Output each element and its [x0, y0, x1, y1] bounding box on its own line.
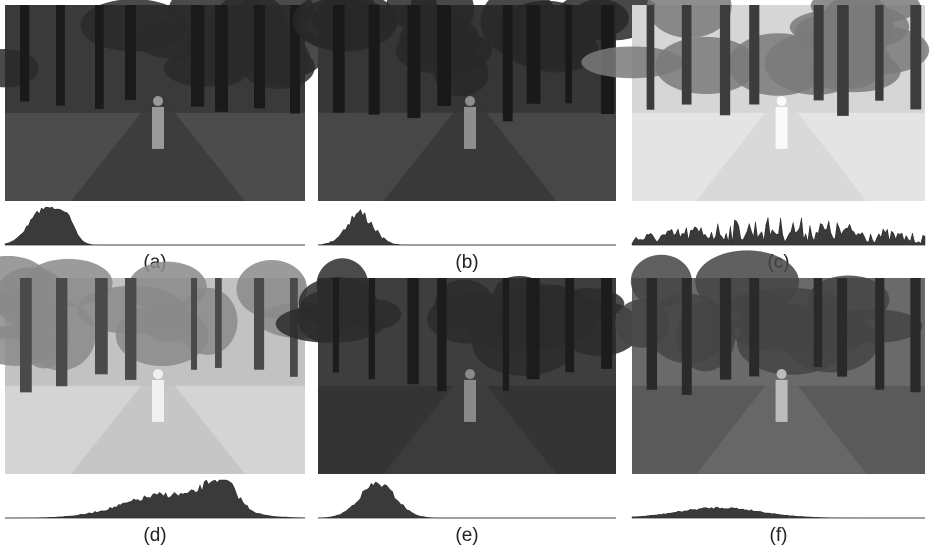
panel-label: (d)	[143, 525, 166, 546]
photo-person	[152, 380, 164, 422]
photo-tree	[503, 278, 509, 391]
photo-tree	[910, 278, 920, 392]
photo-tree	[95, 278, 108, 374]
photo-person	[464, 107, 476, 149]
histogram	[632, 507, 925, 518]
photo-canopy	[276, 305, 385, 343]
photo-tree	[875, 278, 884, 390]
histogram	[318, 210, 616, 245]
photo-tree	[56, 5, 65, 106]
photo-tree	[191, 5, 204, 107]
photo-tree	[720, 278, 731, 380]
photo-tree	[215, 5, 228, 112]
photo-tree	[647, 278, 657, 390]
photo-tree	[875, 5, 883, 101]
photo-tree	[527, 278, 540, 379]
photo-tree	[503, 5, 513, 121]
photo-tree	[565, 5, 572, 103]
photo-person-head	[777, 96, 787, 106]
panel-label: (f)	[770, 525, 788, 546]
photo-tree	[682, 278, 692, 395]
panel: (d)	[0, 256, 351, 546]
photo-person	[776, 107, 788, 149]
photo-person-head	[777, 369, 787, 379]
photo-tree	[437, 5, 451, 106]
panel: (a)	[0, 0, 326, 273]
figure: (a) (b) (c) (d) (e) (f)	[0, 0, 930, 552]
photo-tree	[215, 278, 222, 368]
panel-label: (e)	[455, 525, 478, 546]
photo-tree	[837, 5, 849, 116]
photo-tree	[837, 278, 847, 377]
photo-tree	[407, 278, 418, 384]
photo-tree	[20, 278, 32, 392]
photo-tree	[407, 5, 420, 118]
photo-tree	[333, 278, 339, 373]
photo-tree	[814, 278, 823, 367]
photo-tree	[720, 5, 730, 115]
panel: (c)	[581, 0, 929, 273]
photo-tree	[682, 5, 692, 105]
photo-tree	[749, 5, 759, 104]
photo-tree	[814, 5, 824, 100]
histogram	[5, 207, 305, 245]
photo-person-head	[153, 369, 163, 379]
photo-tree	[437, 278, 446, 391]
photo-tree	[369, 278, 375, 379]
photo-tree	[647, 5, 655, 110]
histogram	[5, 480, 305, 518]
photo-tree	[254, 278, 264, 370]
photo-person	[776, 380, 788, 422]
panel: (b)	[292, 0, 661, 273]
photo-person-head	[465, 96, 475, 106]
photo-person-head	[465, 369, 475, 379]
photo-tree	[125, 5, 136, 100]
photo-tree	[254, 5, 265, 108]
page: (a)(b)(c)(d)(e)(f) (() => { const data =…	[0, 0, 930, 552]
photo-tree	[125, 278, 136, 380]
photo-tree	[601, 278, 612, 369]
panel: (f)	[615, 250, 925, 546]
photo-tree	[527, 5, 541, 104]
photo-tree	[20, 5, 29, 102]
photo-canopy	[242, 46, 314, 89]
photo-person-head	[153, 96, 163, 106]
photo-tree	[191, 278, 197, 370]
panel-label: (b)	[455, 252, 478, 273]
histogram	[318, 482, 616, 518]
photo-person	[464, 380, 476, 422]
photo-tree	[56, 278, 67, 386]
panel: (e)	[276, 258, 641, 546]
histogram	[632, 217, 925, 245]
photo-person	[152, 107, 164, 149]
photo-tree	[333, 5, 345, 113]
photo-tree	[565, 278, 574, 372]
photo-canopy	[164, 50, 245, 87]
photo-tree	[369, 5, 380, 115]
photo-tree	[95, 5, 104, 109]
photo-tree	[749, 278, 759, 376]
photo-tree	[910, 5, 921, 109]
